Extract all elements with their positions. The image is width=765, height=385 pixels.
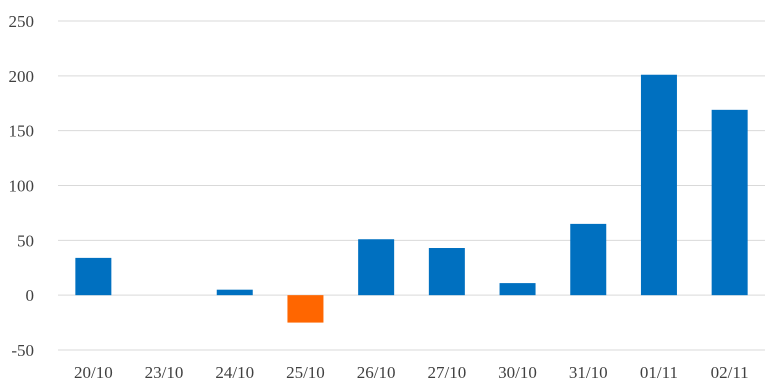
x-tick-label: 30/10 — [498, 363, 537, 382]
bar-01-11 — [640, 74, 677, 296]
y-axis-tick-labels: -50 0 50 100 150 200 250 — [9, 12, 35, 360]
x-tick-label: 25/10 — [286, 363, 325, 382]
bar-20-10 — [75, 257, 112, 296]
y-tick-label: 100 — [9, 177, 35, 196]
x-tick-label: 02/11 — [711, 363, 749, 382]
y-tick-label: -50 — [11, 341, 34, 360]
gridlines — [58, 20, 765, 351]
bar-26-10 — [358, 239, 395, 296]
y-tick-label: 50 — [17, 231, 34, 250]
bar-25-10 — [287, 295, 324, 323]
bar-30-10 — [499, 283, 536, 296]
y-tick-label: 150 — [9, 122, 35, 141]
bar-series — [75, 74, 748, 323]
y-tick-label: 250 — [9, 12, 35, 31]
x-tick-label: 20/10 — [74, 363, 113, 382]
bar-31-10 — [570, 223, 607, 296]
x-tick-label: 31/10 — [569, 363, 608, 382]
bar-02-11 — [711, 109, 748, 296]
x-tick-label: 24/10 — [215, 363, 254, 382]
x-tick-label: 27/10 — [427, 363, 466, 382]
y-tick-label: 0 — [26, 286, 35, 305]
x-tick-label: 23/10 — [145, 363, 184, 382]
y-tick-label: 200 — [9, 67, 35, 86]
bar-24-10 — [216, 289, 253, 296]
x-axis-tick-labels: 20/10 23/10 24/10 25/10 26/10 27/10 30/10 31/10… — [74, 363, 749, 382]
bar-27-10 — [428, 248, 465, 296]
x-tick-label: 01/11 — [640, 363, 678, 382]
x-tick-label: 26/10 — [357, 363, 396, 382]
